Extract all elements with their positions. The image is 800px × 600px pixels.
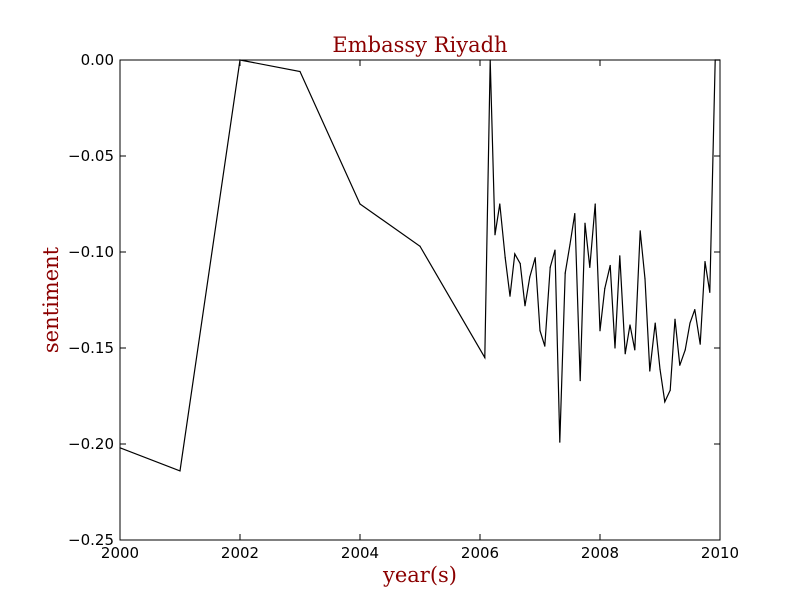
y-tick-label: −0.15	[68, 339, 114, 357]
data-point	[484, 357, 486, 359]
y-tick-label: −0.20	[68, 435, 114, 453]
data-point	[359, 203, 361, 205]
data-point	[684, 349, 686, 351]
data-point	[509, 295, 511, 297]
data-point	[634, 349, 636, 351]
data-point	[539, 330, 541, 332]
data-points	[119, 59, 721, 472]
y-tick-label: −0.25	[68, 531, 114, 549]
data-point	[714, 59, 716, 61]
data-point	[614, 347, 616, 349]
data-point	[494, 234, 496, 236]
x-tick-label: 2000	[101, 544, 139, 562]
data-point	[119, 447, 121, 449]
data-point	[589, 266, 591, 268]
data-point	[534, 257, 536, 259]
chart-title: Embassy Riyadh	[332, 33, 507, 57]
data-point	[664, 401, 666, 403]
data-point	[549, 266, 551, 268]
data-point	[674, 318, 676, 320]
data-point	[574, 213, 576, 215]
data-point	[594, 203, 596, 205]
data-point	[659, 368, 661, 370]
data-point	[544, 345, 546, 347]
y-tick-label: 0.00	[81, 51, 114, 69]
data-point	[529, 276, 531, 278]
data-point	[679, 364, 681, 366]
data-point	[179, 470, 181, 472]
data-point	[599, 330, 601, 332]
x-tick-label: 2008	[581, 544, 619, 562]
data-point	[689, 322, 691, 324]
data-point	[554, 249, 556, 251]
data-point	[709, 291, 711, 293]
data-point	[564, 272, 566, 274]
data-point	[719, 59, 721, 61]
data-point	[694, 309, 696, 311]
data-point	[524, 305, 526, 307]
y-tick-labels: 0.00 −0.05 −0.10 −0.15 −0.20 −0.25	[68, 51, 114, 549]
plot-area	[119, 59, 721, 541]
data-point	[584, 222, 586, 224]
data-point	[569, 243, 571, 245]
data-point	[499, 203, 501, 205]
data-point	[514, 253, 516, 255]
data-point	[649, 370, 651, 372]
x-axis-label: year(s)	[382, 563, 457, 587]
data-point	[579, 380, 581, 382]
x-tick-label: 2006	[461, 544, 499, 562]
y-axis-label: sentiment	[39, 246, 63, 353]
data-point	[559, 441, 561, 443]
data-point	[629, 324, 631, 326]
data-point	[669, 389, 671, 391]
data-point	[299, 70, 301, 73]
x-tick-labels: 2000 2002 2004 2006 2008 2010	[101, 544, 739, 562]
series-line	[119, 59, 720, 472]
x-tick-label: 2010	[701, 544, 739, 562]
data-point	[704, 261, 706, 263]
x-tick-label: 2002	[221, 544, 259, 562]
data-point	[639, 230, 641, 232]
data-point	[624, 353, 626, 355]
data-point	[504, 257, 506, 259]
data-point	[419, 245, 421, 247]
data-point	[619, 255, 621, 257]
data-point	[699, 343, 701, 345]
data-point	[604, 287, 606, 290]
y-tick-label: −0.05	[68, 147, 114, 165]
data-point	[239, 59, 241, 61]
data-point	[519, 262, 521, 265]
data-point	[609, 264, 611, 267]
x-tick-label: 2004	[341, 544, 379, 562]
data-point	[654, 322, 656, 324]
data-point	[644, 278, 646, 280]
y-tick-label: −0.10	[68, 243, 114, 261]
data-point	[489, 59, 491, 61]
